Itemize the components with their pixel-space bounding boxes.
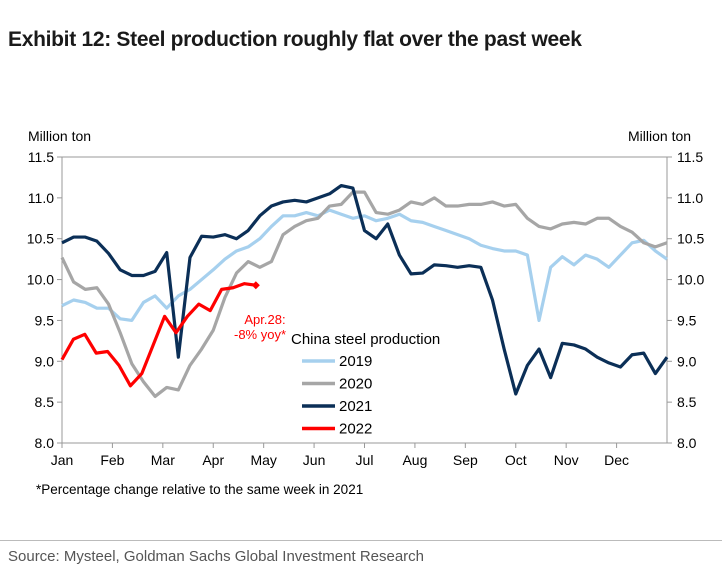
x-tick-label: Mar [151, 452, 175, 468]
y-tick-label-left: 8.0 [35, 435, 55, 451]
y-axis-label-left: Million ton [28, 128, 92, 144]
footnote: *Percentage change relative to the same … [36, 482, 364, 497]
y-tick-label-right: 11.0 [677, 190, 703, 206]
x-tick-label: Jul [356, 452, 374, 468]
y-tick-label-left: 10.5 [27, 231, 54, 247]
legend-label-2021: 2021 [339, 398, 372, 415]
legend-label-2019: 2019 [339, 353, 372, 370]
x-tick-label: Oct [505, 452, 527, 468]
x-tick-label: Jun [303, 452, 326, 468]
x-tick-label: Jan [51, 452, 74, 468]
x-tick-label: Sep [453, 452, 478, 468]
y-tick-label-right: 10.0 [677, 272, 704, 288]
legend-title: China steel production [291, 331, 440, 348]
x-tick-label: Apr [202, 452, 224, 468]
y-tick-label-right: 8.0 [677, 435, 697, 451]
y-tick-label-left: 9.0 [35, 353, 55, 369]
series-line-2019 [61, 208, 668, 323]
x-tick-label: Nov [554, 452, 579, 468]
x-tick-label: Aug [402, 452, 427, 468]
series-line-2020 [60, 190, 668, 399]
y-tick-label-left: 11.0 [28, 190, 54, 206]
series-line-2021 [61, 184, 669, 396]
y-tick-label-right: 8.5 [677, 394, 697, 410]
legend-label-2020: 2020 [339, 376, 372, 393]
divider [0, 540, 722, 541]
x-tick-label: Dec [604, 452, 629, 468]
y-tick-label-left: 9.5 [35, 312, 55, 328]
y-tick-label-right: 9.0 [677, 353, 697, 369]
y-axis-label-right: Million ton [628, 128, 692, 144]
y-tick-label-right: 10.5 [677, 231, 704, 247]
x-tick-label: Feb [100, 452, 124, 468]
y-tick-label-right: 9.5 [677, 312, 697, 328]
legend-label-2022: 2022 [339, 421, 372, 438]
series-line-2022 [60, 282, 257, 388]
y-tick-label-left: 11.5 [28, 149, 54, 165]
y-tick-label-left: 10.0 [27, 272, 54, 288]
x-tick-label: May [250, 452, 276, 468]
chart-title: Exhibit 12: Steel production roughly fla… [8, 28, 582, 51]
annotation-yoy: -8% yoy* [234, 327, 286, 342]
annotation-date: Apr.28: [244, 312, 285, 327]
source-note: Source: Mysteel, Goldman Sachs Global In… [8, 548, 425, 565]
y-tick-label-left: 8.5 [35, 394, 55, 410]
y-tick-label-right: 11.5 [677, 149, 703, 165]
series-end-marker-2022 [251, 281, 260, 290]
